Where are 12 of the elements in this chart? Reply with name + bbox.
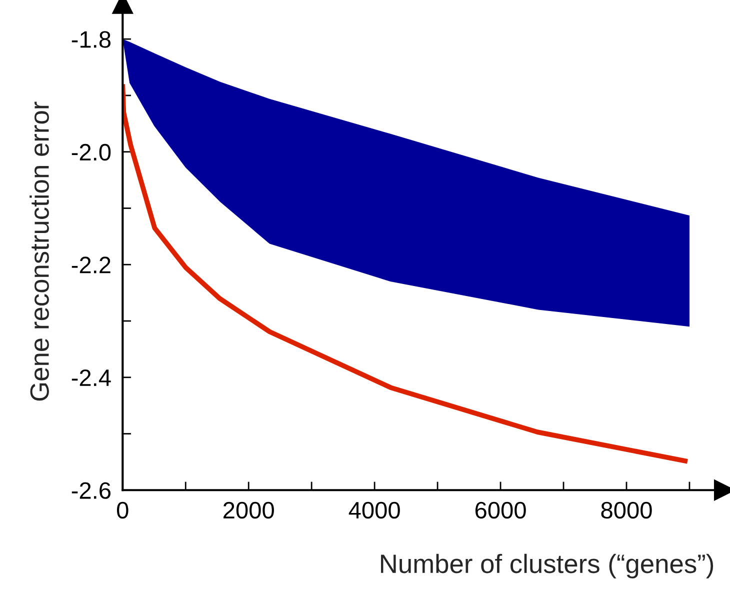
x-tick-label: 4000 [348, 502, 400, 519]
y-tick-label: -2.4 [72, 369, 111, 386]
x-tick-label: 8000 [601, 502, 652, 519]
y-tick-label: -1.8 [72, 31, 111, 48]
x-axis-title: Number of clusters (“genes”) [381, 554, 714, 578]
y-axis-title: Gene reconstruction error [30, 102, 49, 401]
y-tick-label: -2.0 [72, 144, 111, 161]
y-tick-label: -2.2 [72, 256, 110, 274]
x-tick-label: 6000 [475, 502, 526, 519]
x-tick-label: 2000 [224, 502, 274, 519]
x-tick-label: 0 [116, 502, 128, 519]
y-tick-label: -2.6 [72, 482, 110, 499]
